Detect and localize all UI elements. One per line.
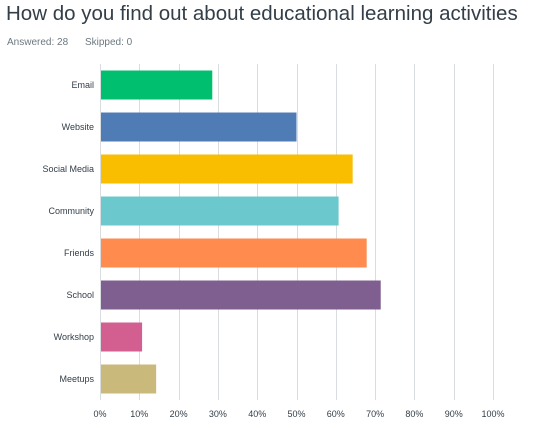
bar-friends[interactable]	[101, 238, 367, 268]
category-label: Friends	[64, 248, 95, 258]
x-tick-label: 100%	[481, 409, 504, 419]
bar-website[interactable]	[101, 112, 297, 142]
skipped-count: Skipped: 0	[84, 37, 133, 48]
response-summary: Answered: 28 Skipped: 0	[7, 37, 146, 48]
category-label: Website	[62, 122, 94, 132]
x-tick-label: 60%	[327, 409, 345, 419]
category-label: Email	[71, 80, 94, 90]
x-tick-label: 20%	[170, 409, 188, 419]
x-tick-label: 0%	[93, 409, 106, 419]
x-tick-label: 50%	[287, 409, 305, 419]
bar-email[interactable]	[101, 70, 213, 100]
bar-school[interactable]	[101, 280, 381, 310]
bar-meetups[interactable]	[101, 364, 157, 394]
x-tick-label: 40%	[248, 409, 266, 419]
bar-social-media[interactable]	[101, 154, 353, 184]
bar-community[interactable]	[101, 196, 339, 226]
x-tick-label: 70%	[366, 409, 384, 419]
category-label: Community	[48, 206, 94, 216]
category-label: School	[66, 290, 94, 300]
page-title: How do you find out about educational le…	[6, 2, 518, 25]
category-label: Meetups	[59, 374, 94, 384]
x-tick-label: 90%	[445, 409, 463, 419]
x-tick-labels: 0% 10% 20% 30% 40% 50% 60% 70% 80% 90% 100%	[93, 409, 504, 419]
category-labels: Email Website Social Media Community Friends…	[42, 80, 94, 384]
bar-workshop[interactable]	[101, 322, 143, 352]
answered-count: Answered: 28	[7, 37, 69, 48]
x-tick-label: 80%	[405, 409, 423, 419]
chart-bars	[101, 70, 381, 394]
category-label: Workshop	[54, 332, 94, 342]
x-tick-label: 30%	[209, 409, 227, 419]
x-tick-label: 10%	[130, 409, 148, 419]
category-label: Social Media	[42, 164, 94, 174]
